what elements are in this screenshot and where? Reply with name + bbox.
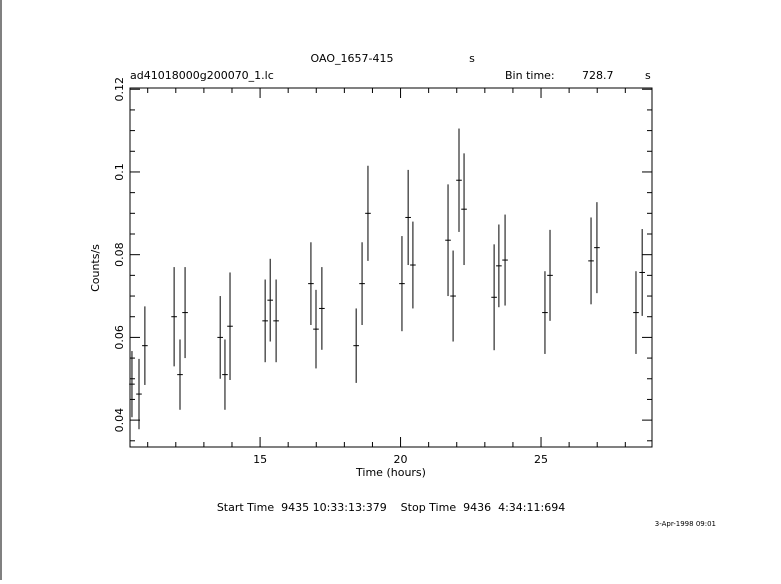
y-tick-label: 0.06 [113, 325, 126, 350]
y-tick-label: 0.08 [113, 242, 126, 267]
y-tick-label: 0.12 [113, 77, 126, 102]
x-tick-label: 20 [394, 453, 408, 466]
title-unit: s [469, 52, 475, 65]
y-tick-label: 0.1 [113, 163, 126, 181]
bin-time-label: Bin time: [505, 69, 555, 82]
x-tick-label: 25 [534, 453, 548, 466]
y-tick-label: 0.04 [113, 408, 126, 433]
date: 3-Apr-1998 09:01 [655, 520, 716, 528]
file-name: ad41018000g200070_1.lc [130, 69, 274, 82]
bin-time: 728.7 [582, 69, 614, 82]
plot-frame [129, 87, 653, 448]
chart-title: OAO_1657-415 [311, 52, 394, 65]
bin-time-unit: s [645, 69, 651, 82]
y-axis-label: Counts/s [89, 244, 102, 292]
footer: Start Time 9435 10:33:13:379 Stop Time 9… [217, 501, 565, 514]
x-axis-label: Time (hours) [355, 466, 426, 479]
x-tick-label: 15 [253, 453, 267, 466]
